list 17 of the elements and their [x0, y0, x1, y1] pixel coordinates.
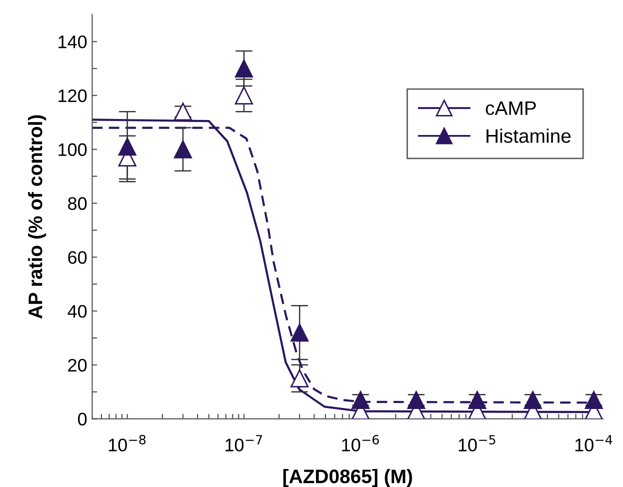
x-tick-label: 10$^{−5}$ — [458, 435, 496, 452]
legend-label: Histamine — [486, 128, 571, 143]
x-tick-label: 10$^{−7}$ — [226, 435, 262, 452]
y-tick-label: 60 — [68, 251, 87, 264]
x-tick-label: 10$^{−6}$ — [342, 434, 379, 452]
y-tick-label: 20 — [68, 358, 87, 372]
x-tick-label: 10$^{−8}$ — [108, 434, 146, 452]
x-tick-label: 10$^{−4}$ — [575, 435, 612, 452]
y-axis-title: AP ratio (% of control) — [28, 115, 46, 319]
y-tick-label: 140 — [58, 35, 87, 48]
y-tick-label: 100 — [58, 143, 87, 156]
y-tick-label: 80 — [68, 197, 87, 210]
x-axis-title: [AZD0865] (M) — [283, 468, 412, 487]
y-tick-label: 40 — [68, 304, 87, 318]
legend-label: cAMP — [486, 101, 536, 116]
y-tick-label: 120 — [58, 89, 87, 102]
y-tick-label: 0 — [78, 412, 87, 426]
